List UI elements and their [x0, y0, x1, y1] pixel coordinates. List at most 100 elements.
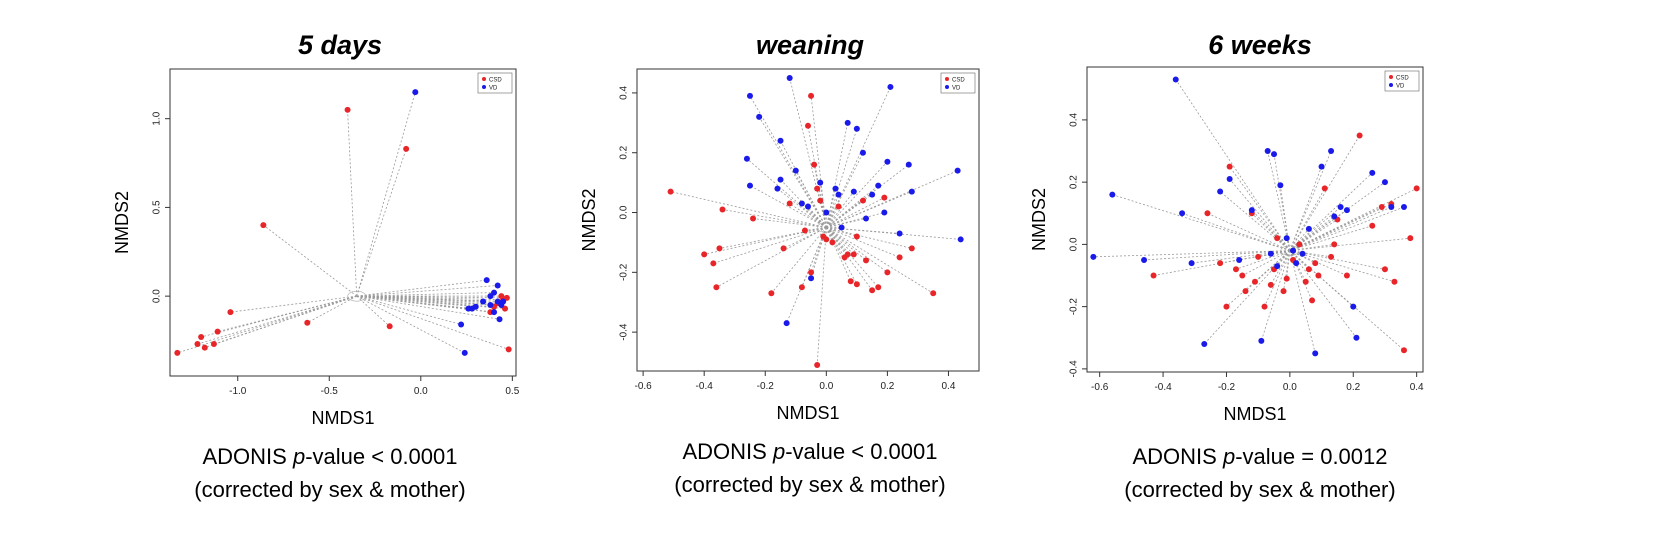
legend-label-vd: VD	[489, 86, 498, 92]
point-csd	[1283, 275, 1290, 282]
spider-line	[1229, 178, 1291, 251]
spider-line	[1219, 191, 1291, 251]
caption-6-weeks: ADONIS p-value = 0.0012 (corrected by se…	[1080, 440, 1440, 506]
spider-line	[826, 227, 888, 273]
point-vd	[863, 215, 870, 222]
point-vd	[491, 309, 498, 316]
point-csd	[859, 197, 866, 204]
spider-line	[1270, 250, 1290, 255]
spider-line	[826, 161, 888, 228]
legend-box	[940, 72, 976, 94]
point-csd	[1274, 235, 1281, 242]
point-vd	[869, 191, 876, 198]
scatter-plot-weaning: -0.6 -0.4 -0.2 0.0 0.2 0.4 -0.4 -0.2 0.0 0.2 0.4 NM…	[579, 68, 980, 423]
point-vd	[823, 209, 830, 216]
x-tick-label: -0.4	[1154, 382, 1172, 393]
spider-line	[197, 295, 357, 345]
point-csd	[1369, 222, 1376, 229]
point-vd	[1090, 253, 1097, 260]
spider-line	[825, 206, 839, 228]
point-csd	[1331, 241, 1338, 248]
point-vd	[1331, 213, 1338, 220]
point-csd	[214, 328, 221, 335]
x-tick-label: -1.0	[229, 386, 247, 397]
point-csd	[1267, 281, 1274, 288]
point-csd	[174, 349, 181, 356]
panel-title-6-weeks: 6 weeks	[1208, 30, 1312, 60]
point-csd	[1280, 288, 1287, 295]
point-csd	[1226, 163, 1233, 170]
spider-line	[356, 295, 495, 313]
x-tick-label: 0.2	[1346, 382, 1360, 393]
point-vd	[1236, 256, 1243, 263]
scatter-plot-6-weeks: -0.6 -0.4 -0.2 0.0 0.2 0.4 -0.4 -0.2 0.0 0.2 0.4 NM…	[1029, 66, 1424, 424]
spider-line	[1289, 244, 1335, 252]
legend: CSD VD	[1384, 70, 1420, 92]
point-vd	[1217, 188, 1224, 195]
spider-line	[1289, 250, 1386, 270]
x-tick-label: -0.4	[696, 381, 714, 392]
spider-line	[1289, 172, 1373, 251]
spider-line	[749, 185, 827, 228]
point-vd	[1312, 350, 1319, 357]
spider-line	[826, 191, 855, 228]
series-vd	[1090, 76, 1407, 357]
point-csd	[853, 233, 860, 240]
point-csd	[719, 206, 726, 213]
x-tick-label: -0.6	[1091, 382, 1109, 393]
x-tick-label: 0.0	[1283, 382, 1297, 393]
spider-line	[201, 295, 357, 338]
x-axis-label: NMDS1	[776, 403, 839, 423]
point-csd	[701, 251, 708, 258]
y-tick-label: 0.0	[619, 205, 630, 219]
spider-line	[347, 109, 358, 297]
correction-note-weaning: (corrected by sex & mother)	[674, 472, 946, 497]
point-vd	[1179, 210, 1186, 217]
y-tick-label: 0.0	[1069, 237, 1080, 251]
point-csd	[814, 362, 821, 369]
point-csd	[801, 227, 808, 234]
point-vd	[1328, 148, 1335, 155]
centroid-ellipse	[347, 290, 367, 302]
spider-line	[356, 295, 498, 304]
point-vd	[1201, 340, 1208, 347]
spider-line	[1286, 250, 1291, 279]
spider-line	[1144, 250, 1290, 261]
point-csd	[194, 341, 201, 348]
spider-line	[356, 295, 509, 350]
point-csd	[1391, 278, 1398, 285]
y-tick-label: -0.2	[619, 263, 630, 281]
spider-line	[1289, 206, 1405, 251]
y-tick-label: -0.2	[1069, 298, 1080, 316]
spider-line	[1289, 250, 1332, 258]
spider-line	[825, 122, 849, 228]
spider-line	[356, 91, 416, 297]
scatter-plot-5-days: -1.0 -0.5 0.0 0.5 0.0 0.5 1.0 NMDS1 NMDS2 CSD VD	[112, 68, 520, 428]
spider-line	[356, 295, 465, 354]
point-vd	[817, 179, 824, 186]
point-vd	[461, 349, 468, 356]
point-vd	[1188, 260, 1195, 267]
y-tick-label: 0.2	[619, 145, 630, 159]
point-vd	[494, 282, 501, 289]
spider-line	[1289, 188, 1326, 251]
point-vd	[746, 92, 753, 99]
legend-marker-vd	[482, 85, 486, 89]
point-csd	[930, 290, 937, 297]
point-csd	[1239, 272, 1246, 279]
adonis-result-6-weeks: ADONIS p-value = 0.0012	[1132, 444, 1388, 469]
spider-line	[230, 295, 357, 313]
spider-line	[722, 209, 827, 228]
x-tick-label: -0.2	[757, 381, 775, 392]
spider-line	[749, 95, 827, 228]
point-vd	[1299, 250, 1306, 257]
spider-line	[746, 158, 827, 228]
caption-5-days: ADONIS p-value < 0.0001 (corrected by se…	[150, 440, 510, 506]
spider-line	[704, 227, 827, 255]
point-csd	[1312, 260, 1319, 267]
spider-line	[356, 295, 484, 302]
point-csd	[768, 290, 775, 297]
spider-line	[1289, 250, 1354, 307]
point-vd	[896, 230, 903, 237]
point-csd	[403, 145, 410, 152]
